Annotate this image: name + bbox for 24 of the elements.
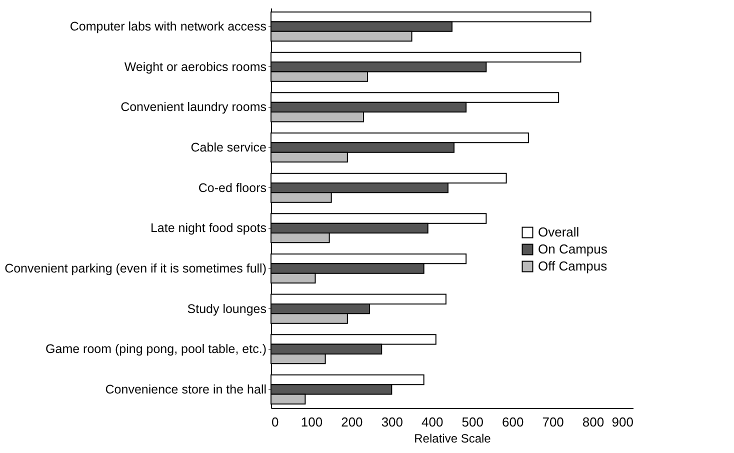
- y-tick-label: Convenient parking (even if it is sometimes full): [4, 261, 266, 276]
- y-tick-label: Late night food spots: [150, 221, 266, 236]
- x-tick-label: 400: [422, 414, 444, 430]
- y-tick-label: Convenient laundry rooms: [120, 100, 266, 114]
- y-tick-label: Co-ed floors: [198, 180, 266, 195]
- x-tick-label: 0: [272, 414, 279, 430]
- y-tick-label: Study lounges: [187, 302, 266, 316]
- legend-label: Overall: [538, 224, 580, 240]
- x-tick-label: 500: [462, 414, 484, 430]
- x-tick-label: 900: [612, 414, 634, 430]
- x-tick-label: 100: [300, 414, 323, 430]
- x-axis-title: Relative Scale: [414, 432, 492, 446]
- x-tick-label: 200: [341, 414, 363, 430]
- legend-label: On Campus: [538, 242, 608, 256]
- x-tick-label: 800: [582, 414, 604, 430]
- y-tick-label: Weight or aerobics rooms: [124, 60, 266, 74]
- x-tick-label: 700: [542, 414, 564, 430]
- y-tick-label: Game room (ping pong, pool table, etc.): [46, 342, 266, 356]
- x-tick-label: 600: [502, 414, 524, 430]
- y-tick-label: Computer labs with network access: [70, 20, 266, 34]
- y-tick-label: Cable service: [190, 140, 267, 155]
- y-tick-label: Convenience store in the hall: [105, 382, 266, 396]
- legend-label: Off Campus: [538, 258, 608, 274]
- x-tick-label: 300: [381, 414, 404, 430]
